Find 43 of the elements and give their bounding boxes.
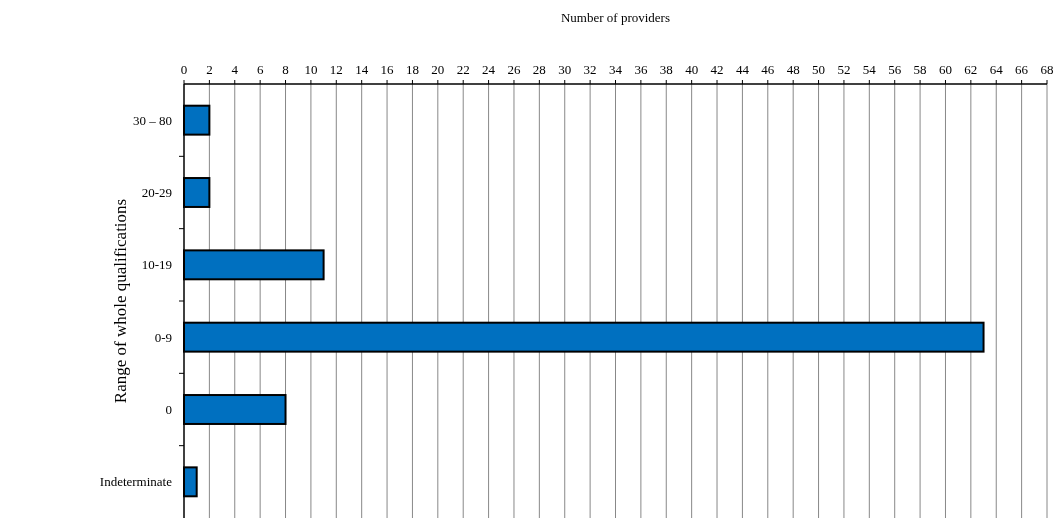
x-tick-label: 30 (558, 62, 572, 77)
x-tick-label: 50 (812, 62, 826, 77)
x-tick-label: 14 (355, 62, 369, 77)
x-tick-label: 0 (180, 62, 188, 77)
x-tick-label: 24 (482, 62, 496, 77)
x-tick-label: 68 (1040, 62, 1054, 77)
x-tick-label: 60 (938, 62, 952, 77)
y-tick-label: 20-29 (141, 185, 172, 201)
x-tick-label: 6 (256, 62, 264, 77)
x-tick-label: 34 (609, 62, 623, 77)
x-tick-label: 8 (282, 62, 289, 77)
x-tick-label: 20 (431, 62, 445, 77)
y-tick-label: 10-19 (141, 257, 172, 273)
x-tick-label: 4 (231, 62, 239, 77)
x-tick-label: 2 (206, 62, 213, 77)
x-tick-label: 58 (913, 62, 927, 77)
x-tick-label: 22 (456, 62, 470, 77)
y-tick-label: 30 – 80 (133, 112, 172, 128)
x-tick-label: 42 (710, 62, 724, 77)
x-tick-label: 52 (837, 62, 851, 77)
x-tick-label: 56 (888, 62, 902, 77)
x-tick-label: 28 (532, 62, 546, 77)
x-tick-label: 16 (380, 62, 395, 77)
x-tick-label: 54 (862, 62, 877, 77)
y-tick-label: 0-9 (154, 329, 172, 345)
x-tick-label: 40 (685, 62, 699, 77)
x-tick-label: 10 (304, 62, 318, 77)
x-tick-label: 32 (583, 62, 597, 77)
x-tick-label: 64 (989, 62, 1004, 77)
x-tick-label: 46 (761, 62, 775, 77)
y-axis-title: Range of whole qualifications (111, 198, 130, 404)
x-axis-title: Number of providers (560, 10, 671, 25)
x-tick-label: 62 (964, 62, 978, 77)
x-tick-label: 18 (405, 62, 419, 77)
y-tick-label: Indeterminate (99, 474, 173, 490)
x-tick-label: 38 (659, 62, 673, 77)
x-tick-label: 44 (735, 62, 750, 77)
x-tick-label: 12 (329, 62, 343, 77)
x-tick-label: 48 (786, 62, 800, 77)
y-tick-label: 0 (165, 402, 172, 418)
x-tick-label: 66 (1015, 62, 1029, 77)
x-tick-label: 26 (507, 62, 521, 77)
x-tick-label: 36 (634, 62, 648, 77)
